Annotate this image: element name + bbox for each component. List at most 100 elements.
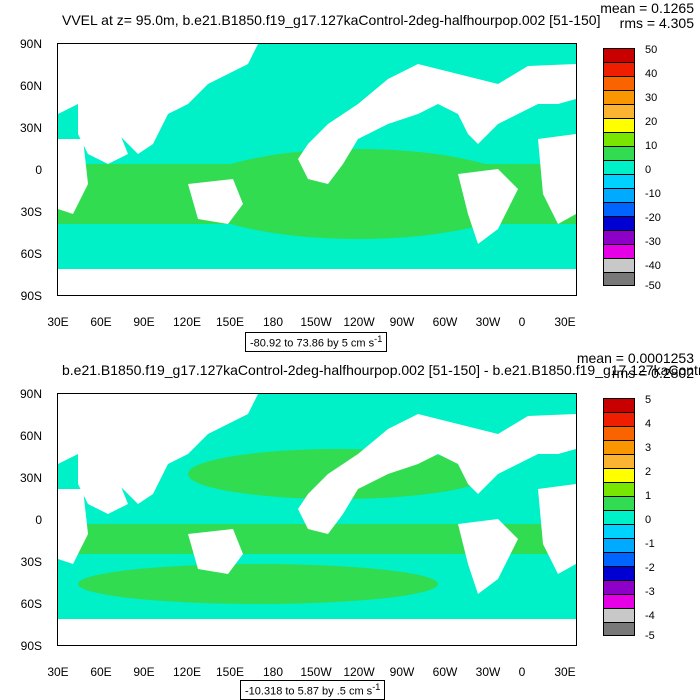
colorbar-label: 5 xyxy=(645,394,652,406)
map-canvas xyxy=(58,394,576,645)
lon-label: 30E xyxy=(47,315,69,329)
colorbar-swatch xyxy=(604,133,634,147)
colorbar-swatch xyxy=(604,469,634,483)
africa-east xyxy=(538,134,576,224)
colorbar-swatch xyxy=(604,105,634,119)
colorbar-swatch xyxy=(604,161,634,175)
colorbar-swatch xyxy=(604,483,634,497)
australia xyxy=(188,179,243,224)
rms-value: rms = 4.305 xyxy=(619,15,694,31)
colorbar-swatch xyxy=(604,553,634,567)
map-title: VVEL at z= 95.0m, b.e21.B1850.f19_g17.12… xyxy=(62,12,601,28)
colorbar-swatch xyxy=(604,63,634,77)
colorbar-label: 30 xyxy=(645,92,658,104)
lat-label: 30S xyxy=(20,555,42,569)
colorbar-label: -20 xyxy=(645,212,661,224)
lon-label: 180 xyxy=(262,665,284,679)
colorbar-label: 40 xyxy=(645,68,658,80)
mean-value: mean = 0.0001253 xyxy=(576,350,694,366)
colorbar-swatch xyxy=(604,175,634,189)
colorbar-swatch xyxy=(604,427,634,441)
africa-east xyxy=(538,484,576,574)
lon-label: 120W xyxy=(343,315,375,329)
colorbar-swatch xyxy=(604,609,634,623)
contour-range-label: -10.318 to 5.87 by .5 cm s-1 xyxy=(240,680,386,700)
colorbar-label: 2 xyxy=(645,466,652,478)
colorbar xyxy=(603,398,635,636)
colorbar-label: -50 xyxy=(645,280,661,292)
map-plot xyxy=(57,43,577,296)
colorbar-swatch xyxy=(604,231,634,245)
lon-label: 150W xyxy=(300,315,332,329)
lat-label: 60S xyxy=(20,597,42,611)
lat-label: 90N xyxy=(19,387,42,401)
africa-west xyxy=(58,489,88,564)
lon-label: 60E xyxy=(90,665,112,679)
contour-range-label: -80.92 to 73.86 by 5 cm s-1 xyxy=(245,332,388,352)
lat-label: 90N xyxy=(19,37,42,51)
lat-label: 60N xyxy=(19,79,42,93)
lon-label: 120W xyxy=(343,665,375,679)
top-map-panel: VVEL at z= 95.0m, b.e21.B1850.f19_g17.12… xyxy=(19,0,694,352)
colorbar-label: 4 xyxy=(645,418,652,430)
australia xyxy=(188,529,243,574)
colorbar-swatch xyxy=(604,49,634,63)
lat-label: 0 xyxy=(35,513,42,527)
colorbar-label: -1 xyxy=(645,538,655,550)
colorbar-swatch xyxy=(604,413,634,427)
lon-label: 60E xyxy=(90,315,112,329)
lon-label: 30W xyxy=(475,665,501,679)
lat-label: 90S xyxy=(20,639,42,653)
colorbar-label: 3 xyxy=(645,442,652,454)
south-america xyxy=(458,519,518,594)
colorbar-swatch xyxy=(604,119,634,133)
lon-label: 150W xyxy=(300,665,332,679)
lat-label: 30N xyxy=(19,471,42,485)
colorbar-swatch xyxy=(604,189,634,203)
colorbar-swatch xyxy=(604,217,634,231)
colorbar-swatch xyxy=(604,581,634,595)
lat-label: 60N xyxy=(19,429,42,443)
lat-label: 0 xyxy=(35,163,42,177)
colorbar-label: -30 xyxy=(645,236,661,248)
colorbar-swatch xyxy=(604,245,634,259)
lat-label: 90S xyxy=(20,289,42,303)
south-america xyxy=(458,169,518,244)
colorbar-swatch xyxy=(604,91,634,105)
map-plot xyxy=(57,393,577,646)
colorbar-swatch xyxy=(604,525,634,539)
lon-label: 0 xyxy=(518,315,526,329)
colorbar-swatch xyxy=(604,203,634,217)
colorbar-label: 10 xyxy=(645,140,658,152)
lon-label: 90E xyxy=(133,665,155,679)
colorbar-swatch xyxy=(604,273,634,285)
lon-label: 120E xyxy=(172,665,202,679)
lat-label: 30S xyxy=(20,205,42,219)
map-title: b.e21.B1850.f19_g17.127kaControl-2deg-ha… xyxy=(62,362,700,378)
colorbar-swatch xyxy=(604,511,634,525)
colorbar-swatch xyxy=(604,623,634,635)
colorbar-swatch xyxy=(604,441,634,455)
colorbar-swatch xyxy=(604,399,634,413)
colorbar-swatch xyxy=(604,77,634,91)
colorbar-label: 20 xyxy=(645,116,658,128)
lon-label: 180 xyxy=(262,315,284,329)
lon-label: 30E xyxy=(47,665,69,679)
colorbar-label: 0 xyxy=(645,514,652,526)
lon-label: 60W xyxy=(432,665,458,679)
north-landmass xyxy=(58,44,576,184)
colorbar-swatch xyxy=(604,259,634,273)
colorbar-label: -2 xyxy=(645,562,655,574)
lon-label: 30W xyxy=(475,315,501,329)
colorbar-swatch xyxy=(604,497,634,511)
lon-label: 150E xyxy=(215,315,245,329)
bottom-map-panel: b.e21.B1850.f19_g17.127kaControl-2deg-ha… xyxy=(0,350,700,700)
colorbar-label: -3 xyxy=(645,586,655,598)
antarctica xyxy=(58,619,576,645)
lon-label: 150E xyxy=(215,665,245,679)
lon-label: 90W xyxy=(389,315,415,329)
rms-value: rms = 0.2802 xyxy=(611,365,694,381)
colorbar-swatch xyxy=(604,455,634,469)
colorbar-swatch xyxy=(604,595,634,609)
colorbar-label: -40 xyxy=(645,260,661,272)
